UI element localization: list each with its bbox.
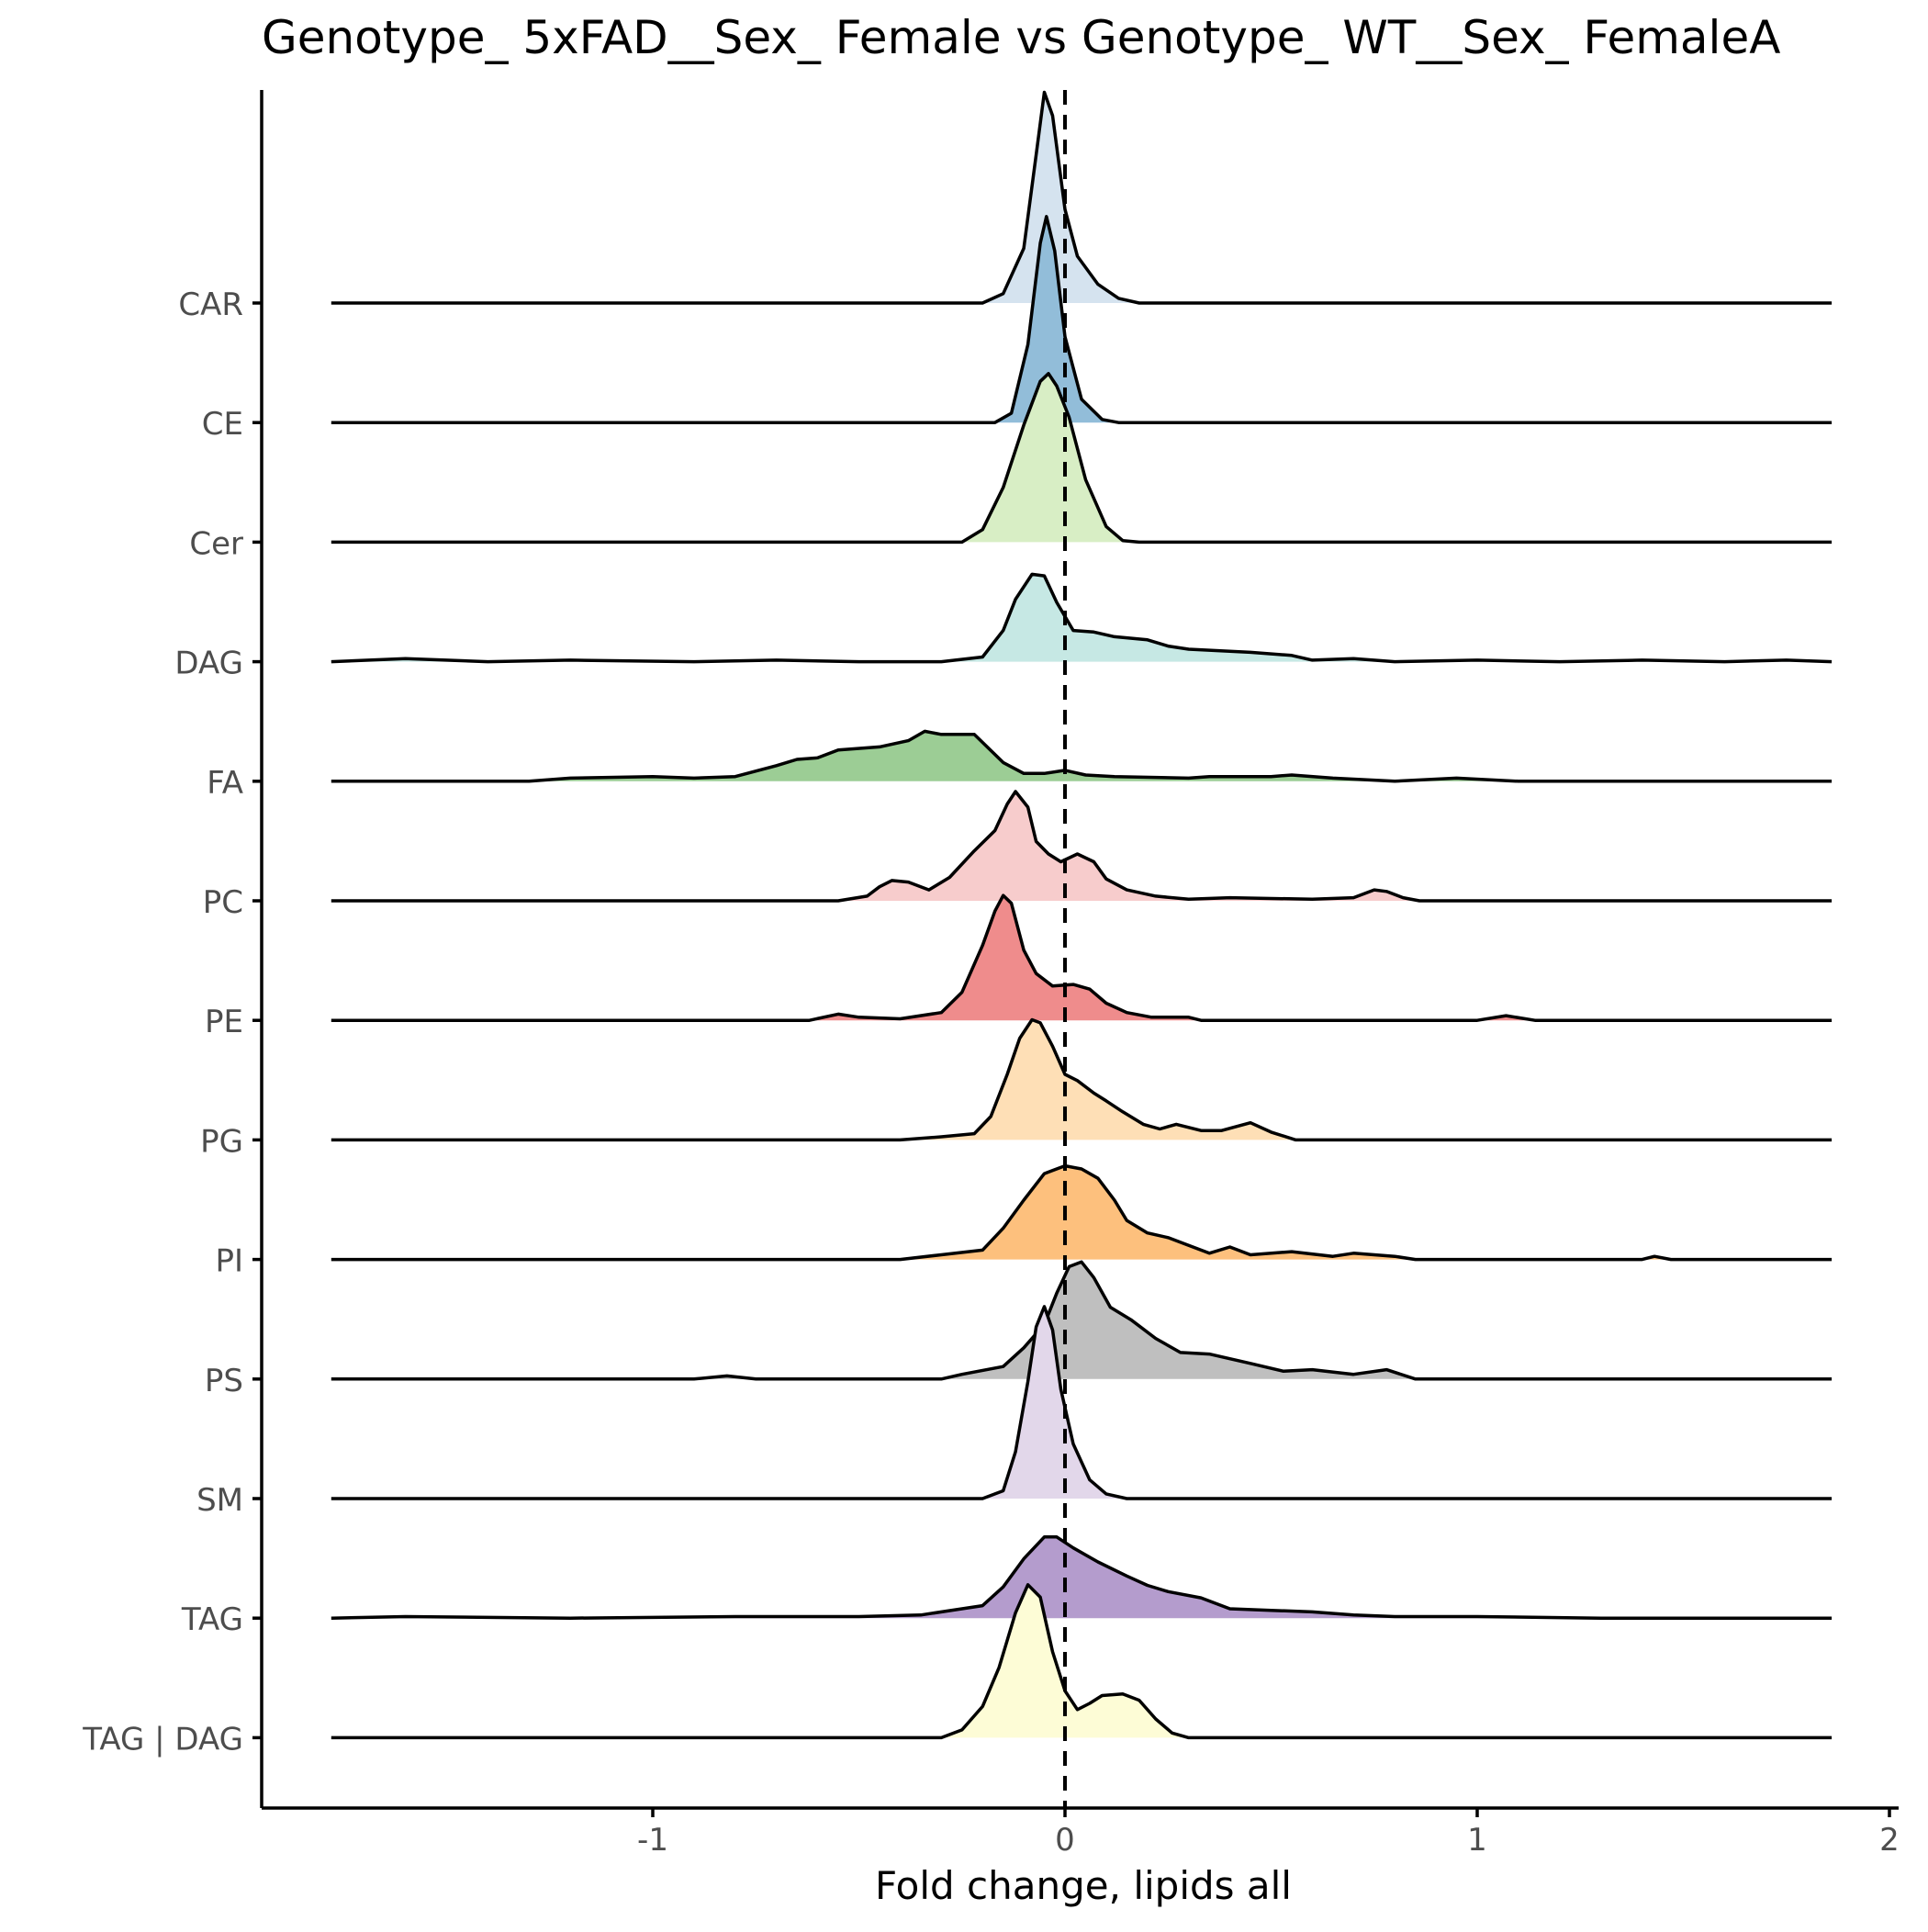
density-area <box>331 1165 1833 1260</box>
density-outline <box>331 729 1833 783</box>
ridge-pi <box>331 1163 1833 1262</box>
chart-title: Genotype_ 5xFAD__Sex_ Female vs Genotype… <box>262 11 1780 64</box>
density-area <box>331 1019 1833 1140</box>
ridge-car <box>331 90 1833 305</box>
ridge-pe <box>331 893 1833 1022</box>
density-outline <box>331 572 1833 664</box>
y-tick-label: CAR <box>178 286 243 323</box>
density-outline <box>331 215 1833 424</box>
density-outline <box>331 1017 1833 1142</box>
x-tick-label: 1 <box>1467 1822 1487 1859</box>
y-tick-label: Cer <box>189 525 243 562</box>
y-tick-label: DAG <box>174 646 243 682</box>
density-area <box>331 1262 1833 1379</box>
ridge-sm <box>331 1305 1833 1500</box>
x-axis-label: Fold change, lipids all <box>875 1863 1292 1908</box>
y-tick-label: PS <box>205 1363 243 1399</box>
density-area <box>331 1536 1833 1619</box>
x-tick-label: 0 <box>1055 1822 1075 1859</box>
x-tick-label: 2 <box>1879 1822 1900 1859</box>
axes-group: CAR CE Cer DAG FA PC PE PG PI PS SM TAG TAG | DAG -1 0… <box>82 90 1900 1859</box>
density-outline <box>331 893 1833 1022</box>
ridge-cer <box>331 372 1833 545</box>
y-tick-label: FA <box>207 765 243 802</box>
density-area <box>331 92 1833 303</box>
y-tick-label: PG <box>200 1123 243 1160</box>
ridge-pc <box>331 790 1833 903</box>
ridge-pg <box>331 1017 1833 1142</box>
density-area <box>331 216 1833 423</box>
density-area <box>331 895 1833 1021</box>
ridge-ce <box>331 215 1833 424</box>
density-outline <box>331 372 1833 545</box>
ridge-tag <box>331 1535 1833 1620</box>
y-tick-label: SM <box>196 1482 243 1519</box>
density-outline <box>331 1260 1833 1381</box>
ridge-fa <box>331 729 1833 783</box>
y-tick-label: PC <box>203 884 243 921</box>
ridge-ps <box>331 1260 1833 1381</box>
density-outline <box>331 790 1833 903</box>
density-outline <box>331 1535 1833 1620</box>
y-tick-label: TAG | DAG <box>82 1721 243 1758</box>
ridge-dag <box>331 572 1833 664</box>
density-area <box>331 373 1833 543</box>
y-tick-label: CE <box>202 406 243 443</box>
density-outline <box>331 1305 1833 1500</box>
y-tick-label: PE <box>205 1004 243 1040</box>
y-tick-label: TAG <box>181 1601 243 1638</box>
density-area <box>331 574 1833 662</box>
ridges-group <box>331 90 1833 1740</box>
x-tick-label: -1 <box>637 1822 668 1859</box>
density-outline <box>331 90 1833 305</box>
density-outline <box>331 1163 1833 1262</box>
y-tick-label: PI <box>215 1243 243 1280</box>
density-area <box>331 792 1833 901</box>
